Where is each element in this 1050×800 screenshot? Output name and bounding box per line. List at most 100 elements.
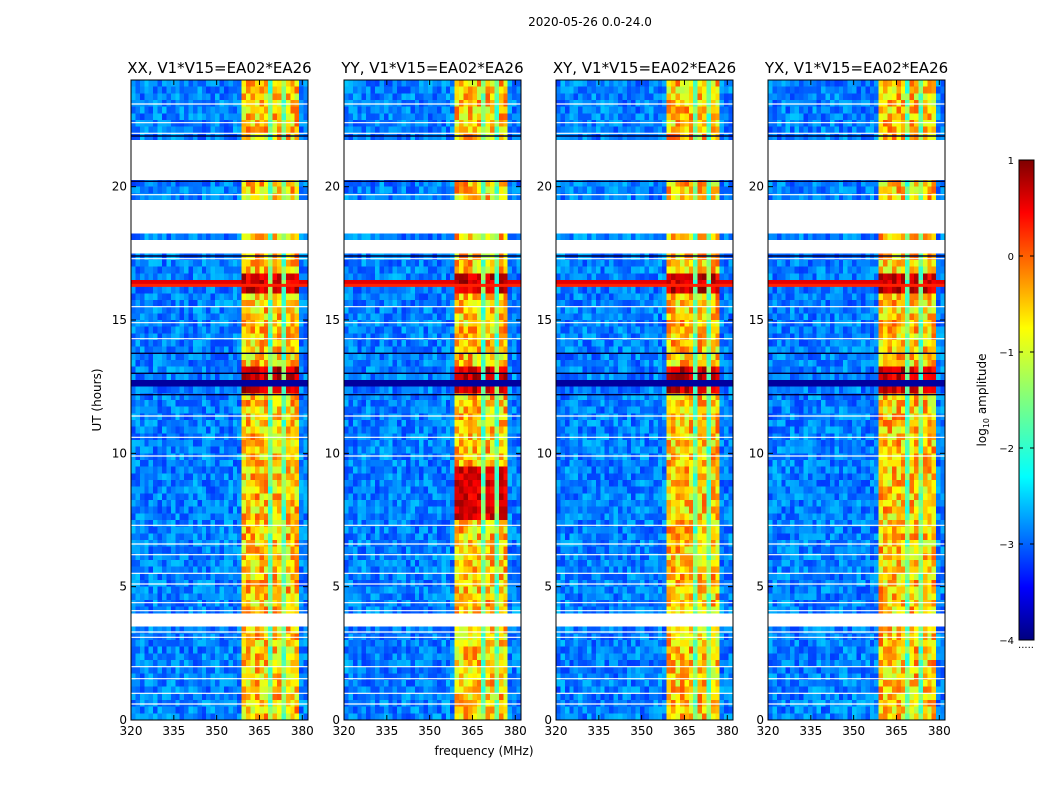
heatmap-cell	[170, 713, 176, 721]
heatmap-cell	[148, 653, 154, 661]
heatmap-cell	[179, 220, 185, 228]
heatmap-cell	[135, 713, 141, 721]
heatmap-cell	[161, 340, 167, 348]
heatmap-cell	[299, 660, 304, 668]
heatmap-cell	[250, 333, 256, 341]
heatmap-cell	[206, 280, 212, 288]
heatmap-cell	[454, 173, 460, 181]
heatmap-cell	[219, 320, 225, 328]
heatmap-cell	[206, 506, 212, 514]
heatmap-cell	[166, 233, 172, 241]
heatmap-cell	[219, 626, 225, 634]
heatmap-cell	[170, 300, 176, 308]
heatmap-cell	[414, 93, 420, 101]
heatmap-cell	[277, 313, 282, 321]
heatmap-cell	[281, 386, 287, 394]
heatmap-cell	[428, 186, 433, 194]
heatmap-cell	[263, 140, 269, 148]
heatmap-cell	[299, 140, 304, 148]
heatmap-cell	[370, 120, 376, 128]
heatmap-cell	[166, 300, 172, 308]
heatmap-cell	[272, 440, 278, 448]
heatmap-cell	[250, 340, 256, 348]
heatmap-cell	[131, 626, 136, 634]
heatmap-cell	[246, 180, 251, 188]
heatmap-cell	[219, 286, 225, 294]
heatmap-cell	[498, 233, 504, 241]
heatmap-cell	[228, 426, 234, 434]
heatmap-cell	[259, 586, 265, 594]
heatmap-cell	[201, 426, 207, 434]
heatmap-cell	[139, 493, 145, 501]
heatmap-cell	[161, 286, 167, 294]
heatmap-cell	[507, 180, 513, 188]
heatmap-cell	[450, 233, 456, 241]
heatmap-cell	[237, 246, 243, 254]
heatmap-cell	[232, 713, 238, 721]
heatmap-cell	[184, 513, 189, 521]
heatmap-cell	[215, 86, 220, 94]
heatmap-cell	[237, 660, 243, 668]
heatmap-cell	[157, 713, 163, 721]
heatmap-cell	[467, 186, 473, 194]
heatmap-cell	[201, 340, 207, 348]
heatmap-cell	[139, 686, 145, 694]
heatmap-cell	[516, 233, 522, 241]
heatmap-cell	[131, 400, 136, 408]
heatmap-cell	[281, 666, 287, 674]
heatmap-cell	[188, 200, 194, 208]
heatmap-cell	[170, 206, 176, 214]
heatmap-cell	[135, 106, 141, 114]
heatmap-cell	[476, 213, 482, 221]
heatmap-cell	[131, 220, 136, 228]
heatmap-cell	[135, 113, 141, 121]
heatmap-cell	[241, 500, 247, 508]
heatmap-cell	[175, 246, 181, 254]
heatmap-cell	[299, 180, 304, 188]
heatmap-cell	[201, 626, 207, 634]
heatmap-cell	[348, 80, 354, 88]
heatmap-cell	[197, 600, 203, 608]
heatmap-cell	[285, 246, 291, 254]
heatmap-cell	[144, 573, 150, 581]
heatmap-cell	[144, 80, 150, 88]
heatmap-cell	[161, 153, 167, 161]
heatmap-cell	[228, 380, 234, 388]
heatmap-cell	[237, 153, 243, 161]
heatmap-cell	[241, 586, 247, 594]
heatmap-cell	[135, 473, 141, 481]
heatmap-cell	[277, 440, 282, 448]
x-tick-label: 335	[162, 724, 185, 738]
heatmap-cell	[290, 553, 296, 561]
heatmap-cell	[467, 173, 473, 181]
heatmap-cell	[215, 713, 220, 721]
heatmap-cell	[419, 226, 425, 234]
heatmap-cell	[166, 146, 172, 154]
heatmap-cell	[299, 420, 304, 428]
heatmap-cell	[188, 146, 194, 154]
heatmap-cell	[285, 653, 291, 661]
heatmap-cell	[290, 666, 296, 674]
heatmap-cell	[441, 153, 447, 161]
heatmap-cell	[254, 253, 260, 261]
heatmap-cell	[237, 366, 243, 374]
heatmap-cell	[388, 93, 394, 101]
heatmap-cell	[184, 373, 189, 381]
heatmap-cell	[188, 300, 194, 308]
heatmap-cell	[472, 166, 478, 174]
heatmap-cell	[201, 113, 207, 121]
heatmap-cell	[299, 640, 304, 648]
heatmap-cell	[250, 240, 256, 248]
heatmap-cell	[344, 160, 349, 168]
heatmap-cell	[153, 220, 158, 228]
heatmap-cell	[277, 460, 282, 468]
heatmap-cell	[476, 206, 482, 214]
heatmap-cell	[379, 180, 385, 188]
heatmap-cell	[148, 586, 154, 594]
heatmap-cell	[503, 200, 509, 208]
heatmap-cell	[170, 506, 176, 514]
heatmap-cell	[268, 80, 273, 88]
heatmap-cell	[170, 560, 176, 568]
heatmap-cell	[179, 173, 185, 181]
heatmap-cell	[206, 373, 212, 381]
